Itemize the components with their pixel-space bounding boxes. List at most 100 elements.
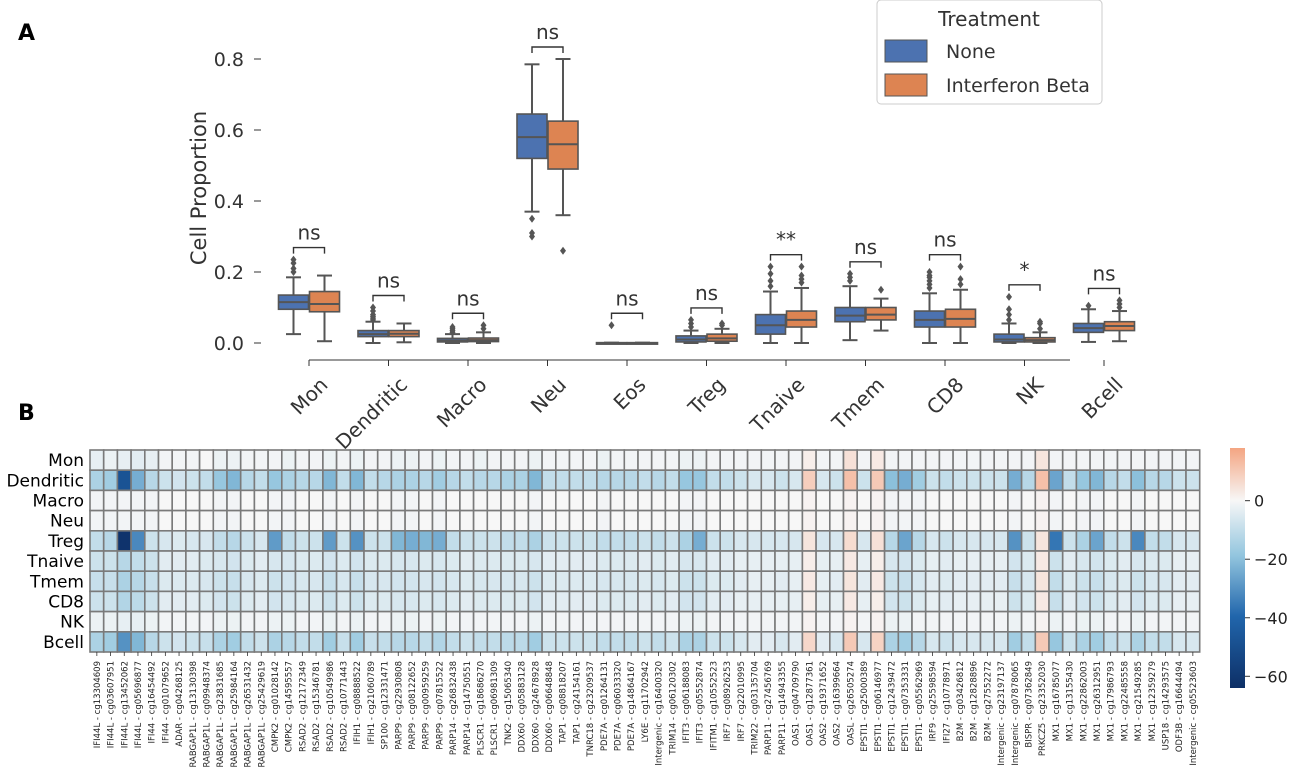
heatmap-cell [993, 610, 1009, 633]
y-tick-label: 0.0 [214, 333, 244, 355]
heatmap-cell [801, 550, 817, 573]
heatmap-cell [993, 489, 1009, 512]
heatmap-cell [144, 550, 160, 573]
heatmap-cell [1020, 590, 1037, 613]
heatmap-cell [609, 529, 626, 552]
heatmap-cell [678, 489, 694, 512]
heatmap-cell [678, 509, 694, 532]
outlier-point [1006, 305, 1012, 314]
heatmap-cell [459, 489, 475, 512]
outlier-point [1085, 301, 1092, 310]
heatmap-cell [527, 449, 543, 472]
heatmap-cell [1103, 630, 1119, 653]
heatmap-cell [226, 449, 242, 472]
heatmap-cell [212, 590, 228, 613]
heatmap-cell [965, 449, 982, 472]
significance-bracket [451, 312, 485, 320]
heatmap-cell [1061, 630, 1078, 653]
heatmap-cell [541, 509, 557, 532]
heatmap-cell [774, 590, 790, 613]
significance-label: ns [615, 286, 638, 310]
heatmap-cell [774, 449, 790, 472]
heatmap-cell [705, 550, 721, 573]
heatmap-cell [322, 610, 338, 633]
heatmap-cell [1089, 570, 1105, 593]
heatmap-cell [1157, 509, 1174, 532]
heatmap-cell [500, 529, 516, 552]
heatmap-cell [828, 489, 845, 512]
heatmap-cell [1185, 570, 1201, 593]
heatmap-column-label: Intergenic - cg05523603 [1189, 661, 1199, 766]
heatmap-cell [664, 449, 680, 472]
heatmap-cell [897, 449, 913, 472]
legend-frame [876, 0, 1103, 105]
heatmap-cell [89, 610, 105, 633]
heatmap-cell [582, 449, 598, 472]
heatmap-cell [226, 590, 242, 613]
heatmap-column-label: PLSCR1 - cg18686270 [476, 661, 486, 755]
heatmap-cell [596, 630, 612, 653]
heatmap-cell [390, 610, 406, 633]
heatmap-cell [376, 550, 393, 573]
colorbar-tick-label: −60 [1254, 667, 1288, 686]
heatmap-cell [445, 469, 461, 492]
heatmap-cell [733, 630, 749, 653]
heatmap-cell [431, 570, 447, 593]
heatmap-cell [965, 489, 982, 512]
heatmap-cell [500, 449, 516, 472]
heatmap-cell [582, 570, 598, 593]
x-tick-label: Treg [683, 373, 730, 420]
heatmap-column-label: EPSTI1 - cg05562969 [915, 661, 925, 752]
heatmap-cell [349, 610, 365, 633]
heatmap-cell [445, 610, 461, 633]
heatmap-column-label: MX1 - cg22862003 [1079, 661, 1089, 741]
heatmap-cell [171, 489, 187, 512]
heatmap-cell [1089, 550, 1105, 573]
heatmap-cell [938, 509, 954, 532]
heatmap-cell [212, 449, 228, 472]
significance-bracket [928, 253, 962, 261]
heatmap-cell [239, 630, 256, 653]
heatmap-cell [568, 610, 584, 633]
heatmap-cell [527, 509, 543, 532]
heatmap-cell [1144, 469, 1160, 492]
y-tick-label: 0.6 [214, 120, 244, 142]
heatmap-cell [650, 590, 667, 613]
heatmap-cell [1103, 469, 1119, 492]
box-interferon-beta-bcell [1103, 296, 1136, 343]
heatmap-cell [883, 590, 900, 613]
heatmap-cell [911, 550, 927, 573]
heatmap-cell [89, 449, 105, 472]
heatmap-cell [678, 570, 694, 593]
heatmap-cell [678, 529, 694, 552]
heatmap-cell [404, 590, 420, 613]
heatmap-cell [253, 550, 269, 573]
heatmap-cell [870, 469, 886, 492]
heatmap-cell [1157, 590, 1174, 613]
significance-tnaive: ** [769, 228, 803, 261]
heatmap-cell [1103, 550, 1119, 573]
heatmap-cell [993, 449, 1009, 472]
heatmap-cell [815, 610, 831, 633]
heatmap-cell [1171, 630, 1187, 653]
heatmap-cell [445, 529, 461, 552]
legend-label-none: None [946, 41, 996, 63]
heatmap-cell [363, 590, 379, 613]
heatmap-cell [815, 489, 831, 512]
heatmap-cell [856, 509, 872, 532]
heatmap-cell [322, 449, 338, 472]
heatmap-column-label: TAP1 - cg24154161 [572, 661, 582, 745]
heatmap-cell [938, 449, 954, 472]
heatmap-cell [1157, 469, 1174, 492]
significance-label: ns [854, 235, 877, 259]
heatmap-cell [376, 449, 393, 472]
legend-label-interferon-beta: Interferon Beta [946, 75, 1090, 97]
box-interferon-beta-mon [308, 274, 341, 343]
heatmap-cell [760, 529, 776, 552]
heatmap-cell [979, 550, 995, 573]
heatmap-cell [596, 469, 612, 492]
heatmap-cell [883, 509, 900, 532]
heatmap-cell [609, 590, 626, 613]
outlier-point [767, 276, 774, 285]
heatmap-cell [198, 529, 215, 552]
